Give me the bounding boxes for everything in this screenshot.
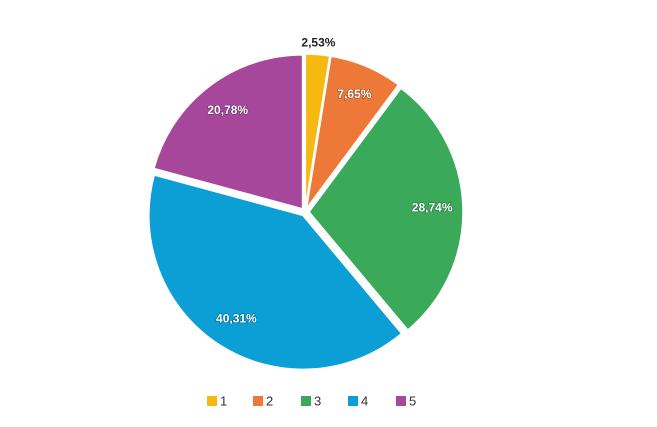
legend-label: 1 bbox=[220, 393, 227, 408]
slice-label: 28,74% bbox=[412, 201, 453, 215]
legend-label: 2 bbox=[266, 393, 273, 408]
pie-slice bbox=[305, 55, 400, 209]
legend-swatch bbox=[207, 396, 217, 406]
slice-label: 20,78% bbox=[207, 103, 248, 117]
legend-swatch bbox=[253, 396, 263, 406]
pie-slice bbox=[148, 174, 403, 371]
pie-slice bbox=[304, 53, 331, 209]
slice-label: 2,53% bbox=[301, 36, 335, 50]
legend-label: 3 bbox=[314, 393, 321, 408]
pie-slice bbox=[153, 54, 304, 210]
slice-label: 7,65% bbox=[337, 87, 371, 101]
slice-label: 40,31% bbox=[216, 311, 257, 325]
legend-swatch bbox=[348, 396, 358, 406]
pie-slice bbox=[308, 87, 464, 332]
legend-swatch bbox=[301, 396, 311, 406]
legend-swatch bbox=[396, 396, 406, 406]
legend-label: 5 bbox=[409, 393, 416, 408]
legend-label: 4 bbox=[361, 393, 368, 408]
